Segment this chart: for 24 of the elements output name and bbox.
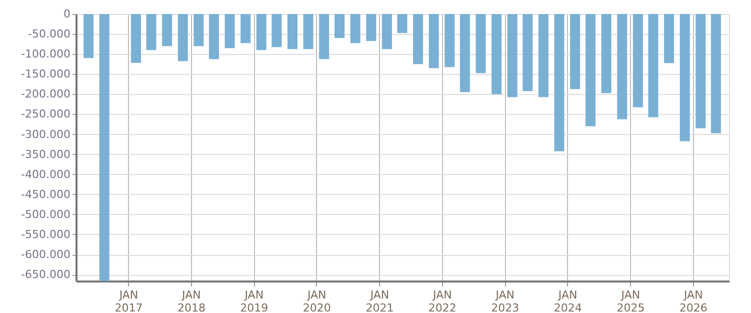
y-tick-label: -100.000: [21, 48, 70, 61]
x-tick-label: JAN 2023: [491, 288, 520, 313]
y-tick-label: -200.000: [21, 88, 70, 101]
y-tick-label: 0: [64, 8, 70, 20]
x-tick-label: JAN 2026: [679, 288, 708, 313]
y-tick-label: -600.000: [21, 248, 70, 262]
x-tick-label: JAN 2017: [114, 288, 143, 313]
y-tick-label: -650.000: [21, 268, 70, 282]
y-tick-label: -350.000: [21, 148, 70, 161]
y-tick-label: -250.000: [21, 108, 70, 121]
y-tick-label: -300.000: [21, 128, 70, 141]
y-tick-label: -550.000: [21, 228, 70, 241]
x-tick-label: JAN 2022: [428, 288, 456, 313]
y-tick-label: -450.000: [21, 188, 70, 201]
y-tick-label: -150.000: [21, 68, 70, 81]
x-tick-label: JAN 2025: [616, 288, 645, 313]
y-tick-label: -400.000: [21, 168, 70, 181]
x-tick-label: JAN 2018: [177, 288, 206, 313]
x-tick-label: JAN 2024: [554, 288, 582, 313]
x-tick-label: JAN 2020: [302, 288, 331, 313]
x-tick-label: JAN 2021: [366, 288, 394, 313]
x-tick-label: JAN 2019: [240, 288, 268, 313]
y-tick-label: -500.000: [21, 208, 70, 221]
y-tick-label: -50.000: [28, 28, 70, 41]
